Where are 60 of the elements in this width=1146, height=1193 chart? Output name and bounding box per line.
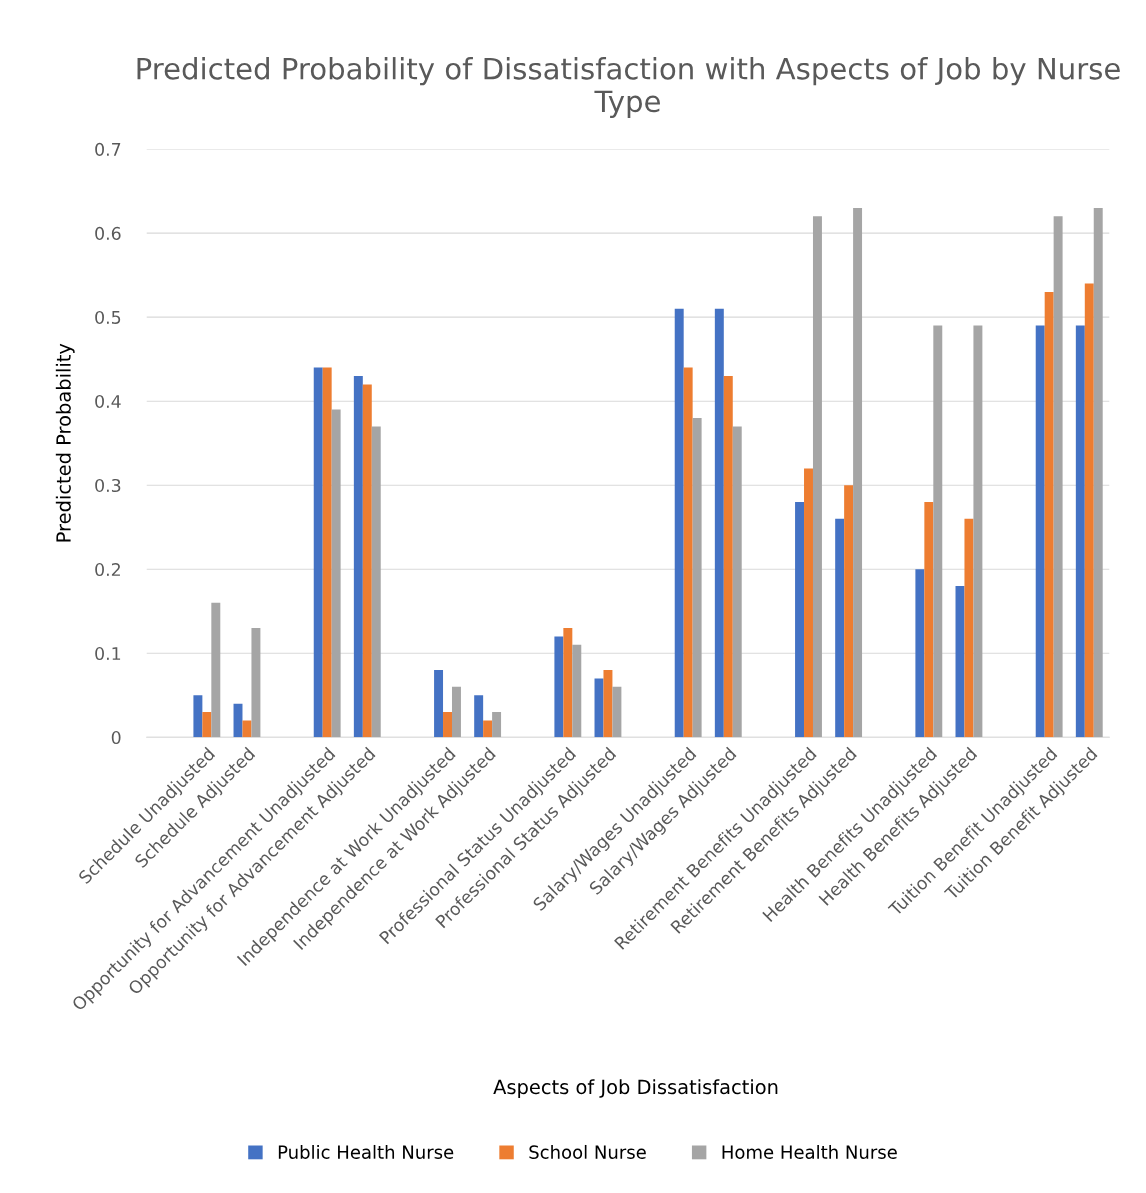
bar (964, 518, 974, 738)
legend-label: School Nurse (529, 1144, 646, 1159)
bar (434, 670, 444, 738)
bar (492, 712, 502, 738)
bar (242, 720, 252, 738)
bar (795, 502, 805, 738)
bar (362, 384, 372, 738)
bar (674, 308, 684, 738)
bar (683, 367, 693, 738)
bar (804, 468, 813, 738)
bar (211, 602, 221, 738)
bar (251, 628, 261, 738)
bar (554, 636, 564, 738)
bar (714, 308, 724, 738)
y-tick-label: 0.7 (95, 142, 121, 156)
bar (1044, 291, 1054, 738)
bar (844, 485, 854, 738)
bar (1053, 216, 1063, 738)
y-axis-title: Predicted Probability (55, 343, 75, 542)
bar (812, 216, 822, 738)
bar (853, 207, 863, 738)
bar (193, 695, 203, 738)
bar (612, 686, 622, 738)
bar (924, 502, 934, 738)
bar (835, 518, 845, 738)
bar (443, 712, 452, 738)
y-tick-label: 0.2 (95, 562, 120, 577)
chart-title: Predicted Probability of Dissatisfaction with Aspects of Job by Nurse Type (137, 57, 1120, 118)
legend-label: Public Health Nurse (278, 1144, 454, 1159)
bar (723, 375, 733, 738)
bar (1035, 325, 1045, 738)
bar (451, 686, 461, 738)
bar (594, 678, 604, 738)
bar (692, 417, 702, 738)
bar (915, 569, 925, 738)
y-tick-label: 0.6 (95, 226, 121, 240)
bar (322, 367, 332, 738)
x-axis-title: Aspects of Job Dissatisfaction (493, 1079, 778, 1099)
legend-label: Home Health Nurse (722, 1144, 897, 1159)
bar (603, 670, 613, 738)
bar (973, 325, 983, 738)
bar (732, 426, 742, 738)
bar (474, 695, 484, 738)
bar (331, 409, 341, 738)
bar (313, 367, 323, 738)
bar (1093, 207, 1103, 738)
bar (572, 644, 582, 738)
bar (1075, 325, 1085, 738)
bar (483, 720, 493, 738)
bar (933, 325, 943, 738)
bar (353, 375, 363, 738)
bar (1084, 283, 1094, 738)
y-tick-label: 0.4 (95, 394, 121, 409)
y-tick-label: 0.1 (95, 646, 121, 661)
y-tick-label: 0.3 (95, 478, 121, 493)
y-tick-label: 0 (111, 730, 121, 745)
bar (563, 628, 573, 738)
y-tick-label: 0.5 (95, 310, 121, 325)
bar (371, 426, 381, 738)
bar (202, 712, 212, 738)
